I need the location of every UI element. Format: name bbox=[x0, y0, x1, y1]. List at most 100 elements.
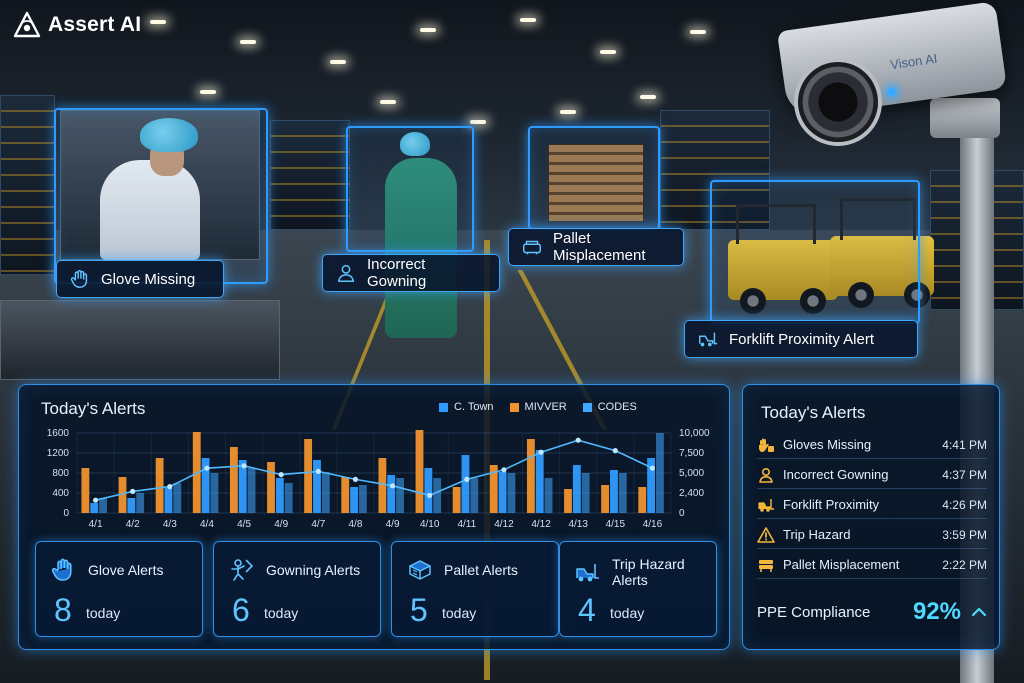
camera-arm bbox=[930, 98, 1000, 138]
x-tick-label: 4/12 bbox=[531, 519, 551, 530]
alert-row-trip-hazard[interactable]: Trip Hazard 3:59 PM bbox=[757, 521, 987, 549]
bar-c-town bbox=[498, 472, 507, 513]
y-tick-label-left: 1600 bbox=[47, 428, 70, 439]
x-tick-label: 4/3 bbox=[163, 519, 177, 530]
alert-time: 4:37 PM bbox=[942, 467, 987, 482]
stat-card-gowning[interactable]: Gowning Alerts 6 today bbox=[213, 541, 381, 637]
detection-tag-pallet-misplacement[interactable]: Pallet Misplacement bbox=[508, 228, 684, 266]
alert-row-incorrect-gowning[interactable]: Incorrect Gowning 4:37 PM bbox=[757, 461, 987, 489]
ceiling-light bbox=[380, 100, 396, 104]
bar-c-town bbox=[535, 450, 544, 513]
trend-point bbox=[612, 448, 618, 454]
bar-mivver bbox=[378, 458, 387, 513]
production-machine bbox=[0, 300, 280, 380]
bar-c-town bbox=[164, 488, 173, 513]
trend-point bbox=[352, 476, 359, 482]
alert-row-gloves-missing[interactable]: Gloves Missing 4:41 PM bbox=[757, 431, 987, 459]
alert-time: 4:26 PM bbox=[942, 497, 987, 512]
stat-card-pallet[interactable]: Pallet Alerts 5 today bbox=[391, 541, 559, 637]
bar-mivver bbox=[526, 439, 535, 513]
alert-time: 3:59 PM bbox=[942, 527, 987, 542]
y-tick-label-left: 400 bbox=[52, 488, 69, 499]
chevron-up-icon bbox=[971, 607, 987, 617]
bar-c-town bbox=[127, 498, 136, 513]
x-tick-label: 4/9 bbox=[274, 519, 288, 530]
trend-point bbox=[538, 449, 544, 455]
y-tick-label-right: 10,000 bbox=[679, 428, 710, 439]
bar-codes bbox=[618, 473, 627, 513]
alerts-list-panel: Today's Alerts Gloves Missing 4:41 PM In… bbox=[742, 384, 1000, 650]
forklift-icon bbox=[758, 498, 774, 512]
brand-name: Assert AI bbox=[48, 13, 142, 36]
detection-box-gowning[interactable] bbox=[346, 126, 474, 252]
x-tick-label: 4/4 bbox=[200, 519, 214, 530]
bar-c-town bbox=[238, 460, 247, 513]
trend-point bbox=[389, 483, 396, 489]
bar-c-town bbox=[350, 487, 359, 513]
trend-point bbox=[204, 465, 210, 471]
detection-box-forklift[interactable] bbox=[710, 180, 920, 324]
trend-point bbox=[427, 492, 433, 498]
stat-label: Pallet Alerts bbox=[444, 562, 518, 578]
alert-row-pallet-misplacement[interactable]: Pallet Misplacement 2:22 PM bbox=[757, 551, 987, 579]
ceiling-light bbox=[600, 50, 616, 54]
storage-rack bbox=[660, 110, 770, 230]
detection-tag-glove-missing[interactable]: Glove Missing bbox=[56, 260, 224, 298]
y-tick-label-left: 800 bbox=[52, 468, 69, 479]
bar-mivver bbox=[564, 489, 572, 513]
bar-codes bbox=[321, 472, 330, 513]
x-tick-label: 4/8 bbox=[348, 519, 362, 530]
trend-line bbox=[95, 439, 653, 501]
trend-point bbox=[575, 437, 581, 443]
bar-c-town bbox=[313, 460, 321, 513]
stat-card-glove[interactable]: Glove Alerts 8 today bbox=[35, 541, 203, 637]
x-tick-label: 4/13 bbox=[568, 519, 588, 530]
stat-card-trip-hazard[interactable]: Trip Hazard Alerts 4 today bbox=[559, 541, 717, 637]
bar-codes bbox=[396, 478, 404, 513]
bar-mivver bbox=[415, 430, 424, 513]
camera-lens bbox=[798, 62, 878, 142]
y-tick-label-right: 2,400 bbox=[679, 488, 704, 499]
stat-header: Pallet Alerts bbox=[406, 556, 518, 584]
ceiling-light bbox=[200, 90, 216, 94]
stat-label: Trip Hazard Alerts bbox=[612, 556, 685, 588]
alerts-panel-title: Today's Alerts bbox=[761, 403, 866, 422]
bar-codes bbox=[507, 473, 516, 513]
forklift-wheel bbox=[800, 288, 826, 314]
alert-label: Trip Hazard bbox=[783, 527, 851, 542]
bar-codes bbox=[173, 483, 182, 513]
bar-c-town bbox=[424, 468, 433, 513]
brand: Assert AI bbox=[12, 10, 141, 40]
detection-tag-incorrect-gowning[interactable]: Incorrect Gowning bbox=[322, 254, 500, 292]
detection-box-pallet[interactable] bbox=[528, 126, 660, 230]
person-icon bbox=[759, 467, 773, 483]
bar-c-town bbox=[90, 503, 99, 513]
stat-unit: today bbox=[442, 605, 477, 621]
y-tick-label-left: 0 bbox=[63, 508, 69, 519]
legend-item: MIVVER bbox=[509, 401, 567, 413]
trend-point bbox=[315, 468, 321, 474]
ceiling-light bbox=[420, 28, 436, 32]
forklift-icon bbox=[576, 564, 599, 582]
worker-lab-coat bbox=[100, 160, 200, 260]
legend-swatch bbox=[439, 402, 448, 412]
stat-label: Gowning Alerts bbox=[266, 562, 361, 578]
alert-label: Forklift Proximity bbox=[783, 497, 880, 512]
alerts-chart-panel: Today's Alerts C. Town MIVVER CODES 1600… bbox=[18, 384, 730, 650]
stat-value: 6 bbox=[232, 592, 250, 628]
x-tick-label: 4/7 bbox=[311, 519, 325, 530]
alert-label: Incorrect Gowning bbox=[783, 467, 889, 482]
ceiling-light bbox=[470, 120, 486, 124]
chart-legend: C. Town MIVVER CODES bbox=[439, 401, 637, 413]
alert-row-forklift-proximity[interactable]: Forklift Proximity 4:26 PM bbox=[757, 491, 987, 519]
legend-label: C. Town bbox=[454, 401, 494, 413]
detection-tag-forklift-proximity[interactable]: Forklift Proximity Alert bbox=[684, 320, 918, 358]
ceiling-light bbox=[690, 30, 706, 34]
alert-label: Pallet Misplacement bbox=[783, 557, 900, 572]
y-tick-label-right: 7,500 bbox=[679, 448, 704, 459]
ceiling-light bbox=[240, 40, 256, 44]
stat-unit: today bbox=[264, 605, 299, 621]
detection-box-glove[interactable] bbox=[54, 108, 268, 284]
bar-codes bbox=[136, 493, 145, 513]
bar-mivver bbox=[155, 458, 164, 513]
